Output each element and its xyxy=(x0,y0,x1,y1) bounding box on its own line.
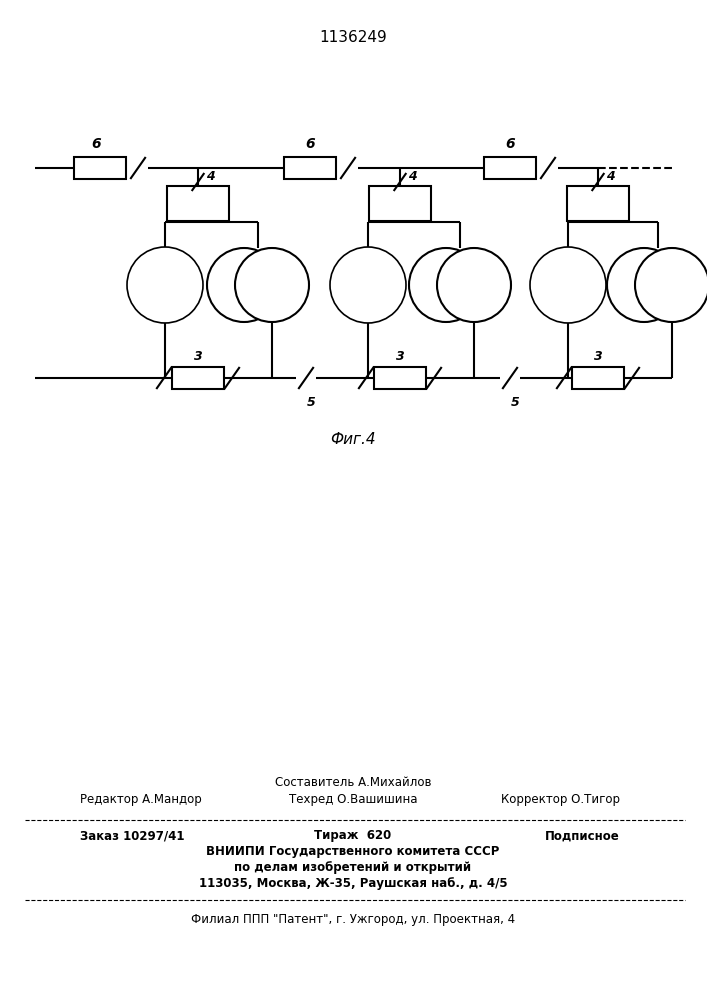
Text: Подписное: Подписное xyxy=(545,830,620,842)
Bar xyxy=(167,186,229,221)
Text: Тираж  620: Тираж 620 xyxy=(315,830,392,842)
Text: 6: 6 xyxy=(506,137,515,151)
Text: 1: 1 xyxy=(563,278,573,292)
Circle shape xyxy=(207,248,281,322)
Bar xyxy=(74,157,126,179)
Text: 113035, Москва, Ж-35, Раушская наб., д. 4/5: 113035, Москва, Ж-35, Раушская наб., д. … xyxy=(199,878,508,890)
Text: 6: 6 xyxy=(91,137,101,151)
Text: 1136249: 1136249 xyxy=(319,30,387,45)
Circle shape xyxy=(437,248,511,322)
Bar xyxy=(484,157,536,179)
Text: 5: 5 xyxy=(510,396,520,409)
Circle shape xyxy=(330,247,406,323)
Text: 3: 3 xyxy=(594,350,602,363)
Text: 2: 2 xyxy=(442,278,450,292)
Text: 2: 2 xyxy=(240,278,248,292)
Text: по делам изобретений и открытий: по делам изобретений и открытий xyxy=(235,861,472,874)
Text: 5: 5 xyxy=(307,396,315,409)
Text: 3: 3 xyxy=(396,350,404,363)
Text: 6: 6 xyxy=(305,137,315,151)
Text: 1: 1 xyxy=(363,278,373,292)
Text: Редактор А.Мандор: Редактор А.Мандор xyxy=(80,794,201,806)
Bar xyxy=(567,186,629,221)
Circle shape xyxy=(127,247,203,323)
Text: Заказ 10297/41: Заказ 10297/41 xyxy=(80,830,185,842)
Circle shape xyxy=(530,247,606,323)
Text: 4: 4 xyxy=(408,169,416,182)
Text: Техред О.Вашишина: Техред О.Вашишина xyxy=(288,794,417,806)
Text: Филиал ППП "Патент", г. Ужгород, ул. Проектная, 4: Филиал ППП "Патент", г. Ужгород, ул. Про… xyxy=(191,914,515,926)
Circle shape xyxy=(409,248,483,322)
Bar xyxy=(172,367,224,389)
Circle shape xyxy=(607,248,681,322)
Text: 2: 2 xyxy=(640,278,648,292)
Circle shape xyxy=(235,248,309,322)
Bar xyxy=(369,186,431,221)
Bar xyxy=(572,367,624,389)
Text: 1: 1 xyxy=(160,278,170,292)
Text: 3: 3 xyxy=(194,350,202,363)
Text: ВНИИПИ Государственного комитета СССР: ВНИИПИ Государственного комитета СССР xyxy=(206,846,500,858)
Text: Фиг.4: Фиг.4 xyxy=(330,432,376,448)
Bar xyxy=(374,367,426,389)
Text: Составитель А.Михайлов: Составитель А.Михайлов xyxy=(275,776,431,788)
Text: 4: 4 xyxy=(606,169,615,182)
Circle shape xyxy=(635,248,707,322)
Text: 4: 4 xyxy=(206,169,215,182)
Text: Корректор О.Тигор: Корректор О.Тигор xyxy=(501,794,620,806)
Bar xyxy=(284,157,336,179)
